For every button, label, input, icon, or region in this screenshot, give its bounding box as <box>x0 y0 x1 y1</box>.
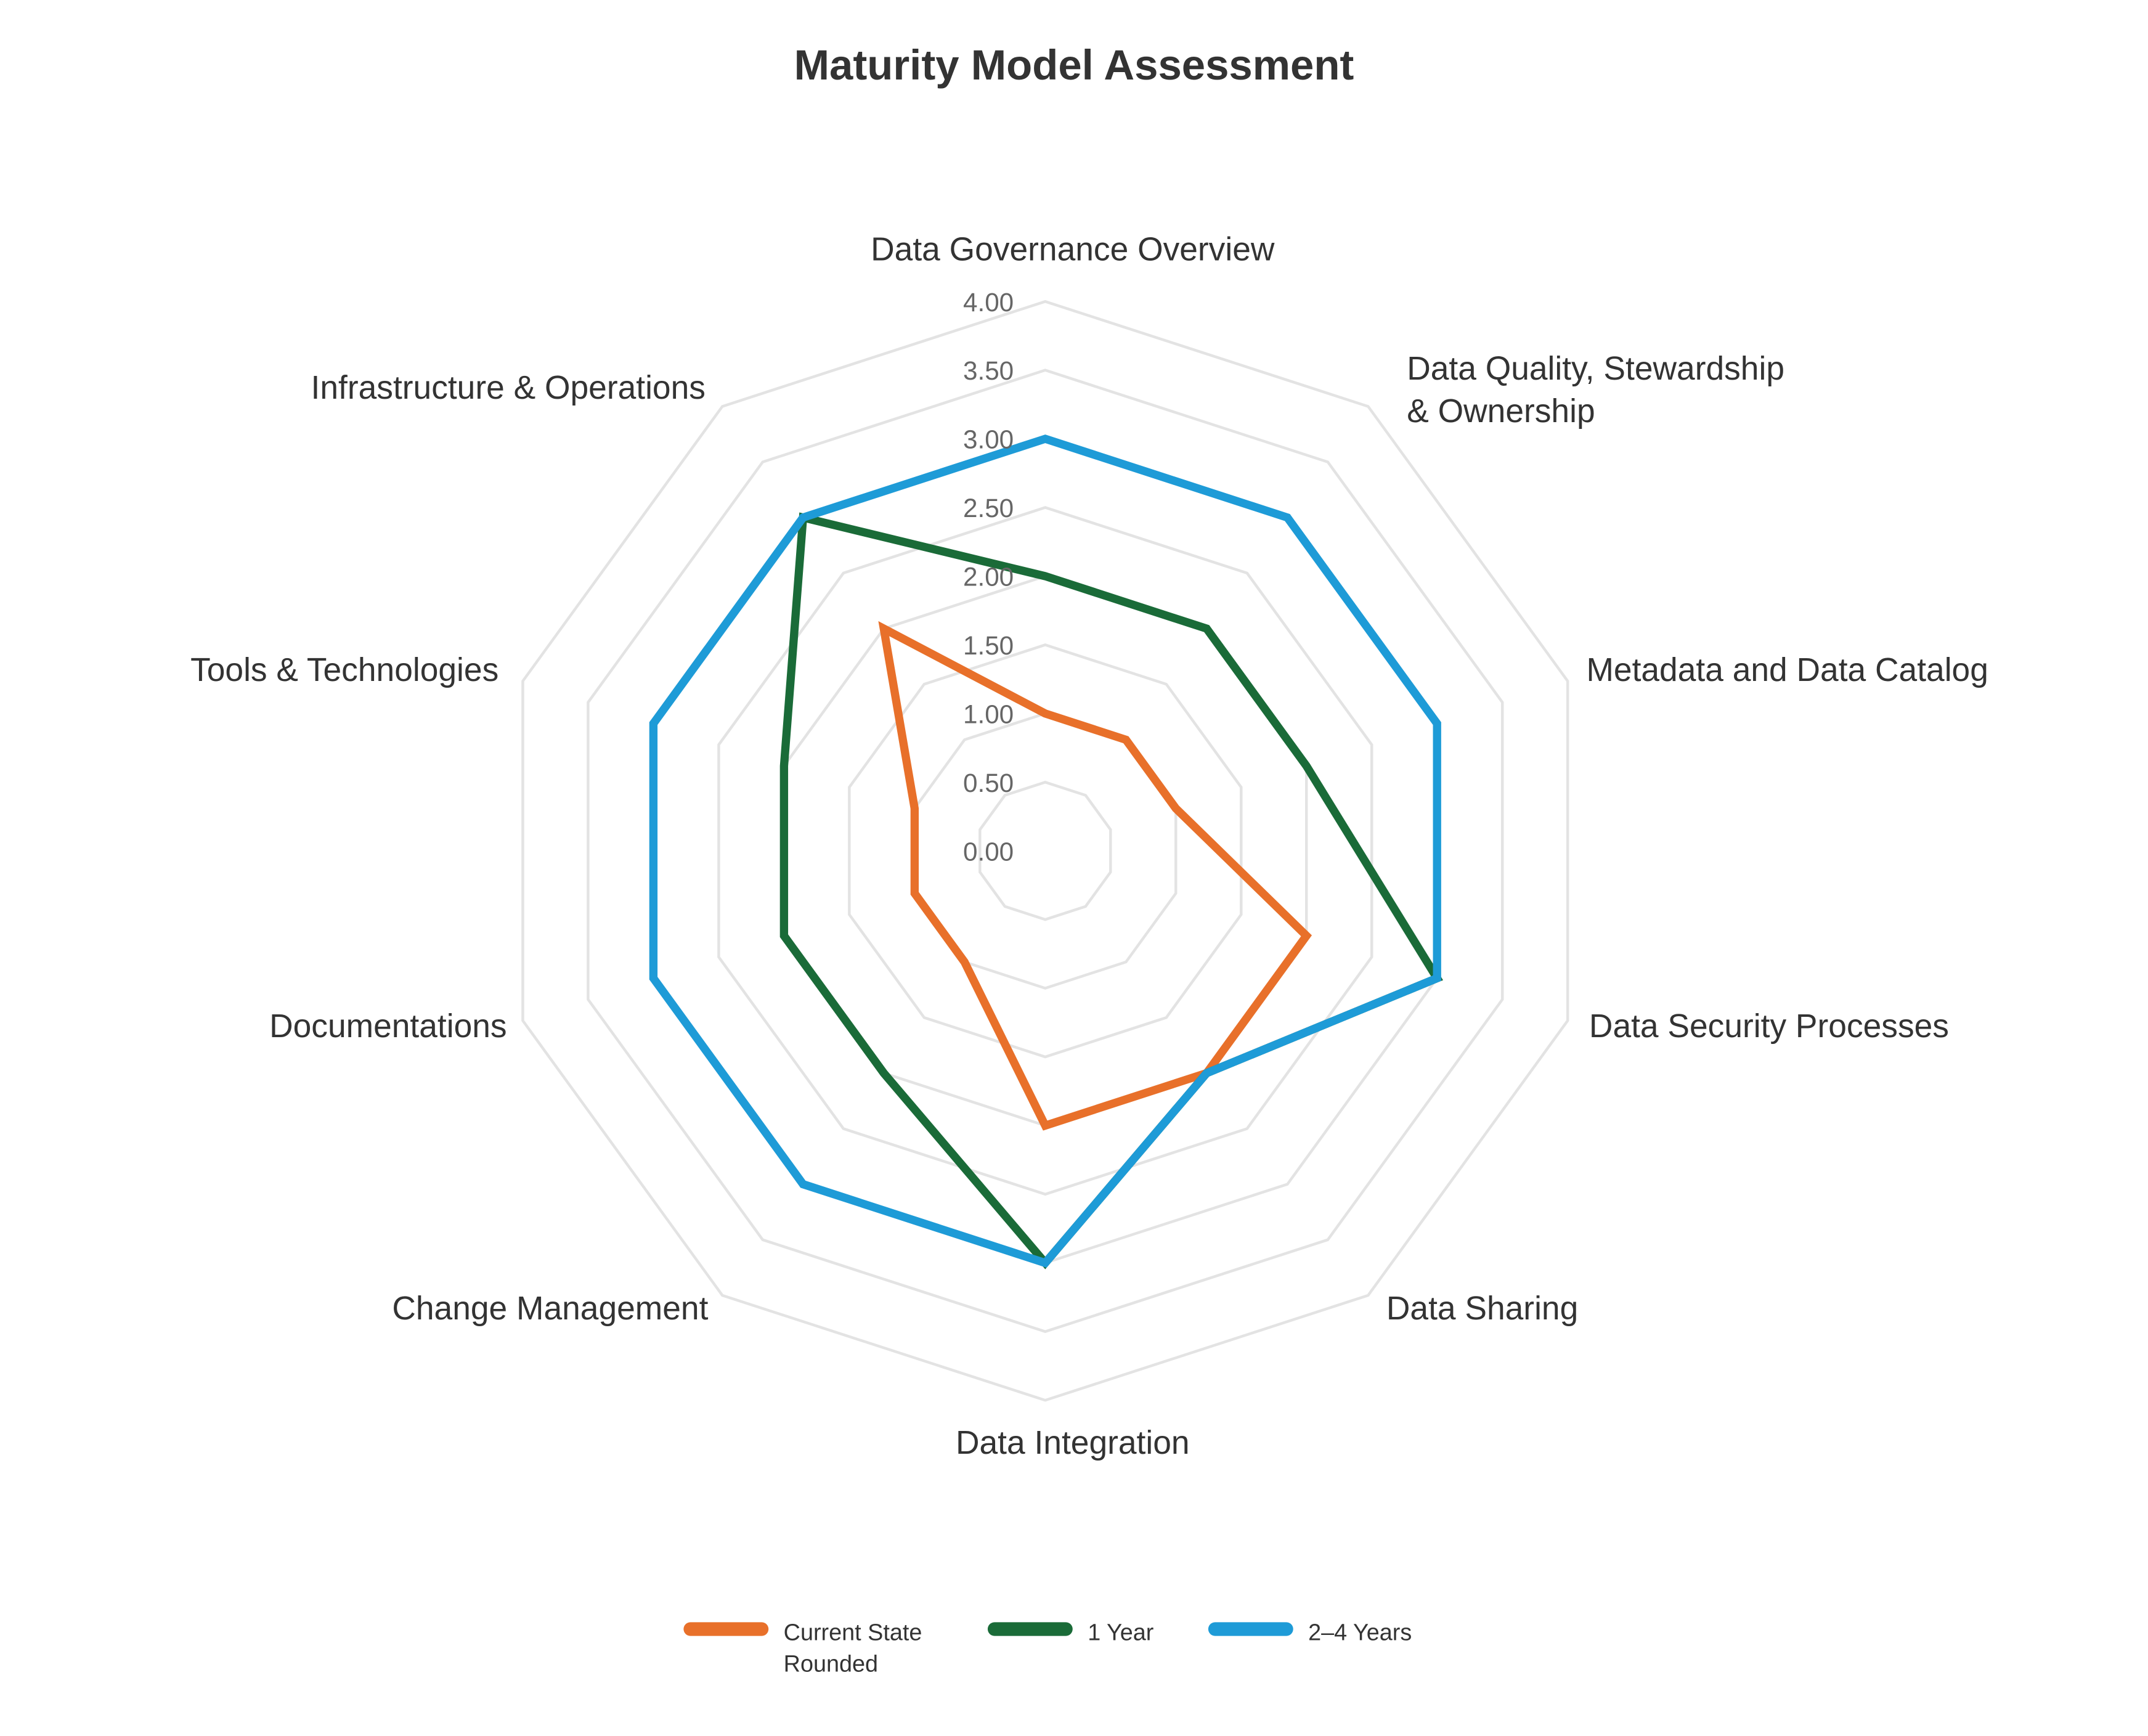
category-label: Data Quality, Stewardship & Ownership <box>1407 351 1784 430</box>
tick-label: 3.50 <box>963 356 1014 385</box>
category-label: Change Management <box>392 1290 708 1327</box>
series-line-0 <box>878 621 1312 1131</box>
tick-label: 1.50 <box>963 631 1014 660</box>
category-label: Data Security Processes <box>1589 1008 1949 1045</box>
tick-label: 0.50 <box>963 768 1014 797</box>
category-labels: Data Governance Overview Data Quality, St… <box>190 232 1988 1461</box>
category-label: Tools & Technologies <box>190 652 498 688</box>
tick-label: 1.00 <box>963 699 1014 728</box>
grid <box>521 300 1569 1402</box>
category-label: Data Sharing <box>1386 1290 1578 1327</box>
legend: Current State Rounded 1 Year 2–4 Years <box>683 1620 1412 1677</box>
tick-label: 2.50 <box>963 494 1014 523</box>
category-label: Metadata and Data Catalog <box>1586 652 1988 688</box>
category-label: Documentations <box>269 1008 506 1045</box>
grid-ring <box>978 780 1112 921</box>
series-line-2 <box>649 434 1441 1268</box>
legend-label: 1 Year <box>1088 1620 1153 1645</box>
legend-label: 2–4 Years <box>1308 1620 1412 1645</box>
tick-label: 0.00 <box>963 837 1014 866</box>
category-label: Infrastructure & Operations <box>311 370 706 406</box>
grid-ring <box>717 506 1373 1196</box>
series-group <box>649 434 1444 1269</box>
tick-label: 2.00 <box>963 563 1014 592</box>
tick-label: 4.00 <box>963 288 1014 317</box>
grid-ring <box>587 369 1504 1334</box>
tick-label: 3.00 <box>963 425 1014 454</box>
legend-label: Current State Rounded <box>784 1620 922 1677</box>
chart-title: Maturity Model Assessment <box>794 41 1354 89</box>
category-label: Data Governance Overview <box>871 232 1275 268</box>
category-label: Data Integration <box>956 1425 1190 1461</box>
grid-ring <box>848 643 1243 1059</box>
grid-ring <box>521 300 1569 1402</box>
tick-labels: 0.00 0.50 1.00 1.50 2.00 2.50 3.00 3.50 4.00 <box>963 288 1014 866</box>
